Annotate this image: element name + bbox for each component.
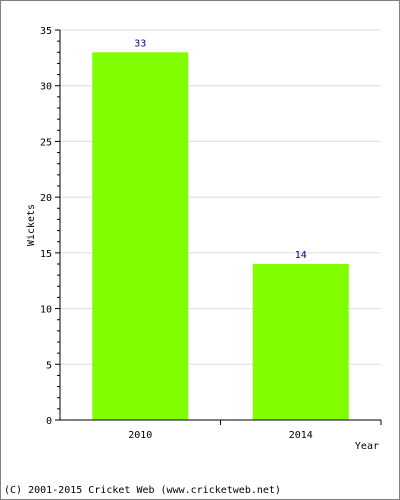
copyright-footer: (C) 2001-2015 Cricket Web (www.cricketwe… bbox=[4, 485, 281, 496]
bar-2010 bbox=[92, 52, 189, 421]
y-tick-label: 35 bbox=[40, 26, 52, 37]
data-labels: 33 14 bbox=[134, 38, 307, 261]
y-tick-label: 10 bbox=[40, 305, 52, 316]
y-tick-label: 30 bbox=[40, 82, 52, 93]
data-label-2014: 14 bbox=[295, 250, 307, 261]
bar-2014 bbox=[252, 264, 349, 420]
y-tick-label: 0 bbox=[46, 416, 52, 427]
x-tick-label-2010: 2010 bbox=[128, 430, 152, 441]
data-label-2010: 33 bbox=[134, 38, 146, 49]
y-axis-label: Wickets bbox=[26, 204, 37, 246]
x-tick-label-2014: 2014 bbox=[289, 430, 313, 441]
bars bbox=[92, 52, 349, 421]
y-tick-label: 20 bbox=[40, 193, 52, 204]
y-tick-label: 5 bbox=[46, 360, 52, 371]
y-tick-label: 25 bbox=[40, 137, 52, 148]
x-ticks: 2010 2014 bbox=[128, 420, 382, 441]
y-ticks: 0 5 10 15 20 25 30 35 bbox=[40, 26, 60, 427]
x-axis-label: Year bbox=[355, 441, 379, 452]
y-tick-label: 15 bbox=[40, 249, 52, 260]
